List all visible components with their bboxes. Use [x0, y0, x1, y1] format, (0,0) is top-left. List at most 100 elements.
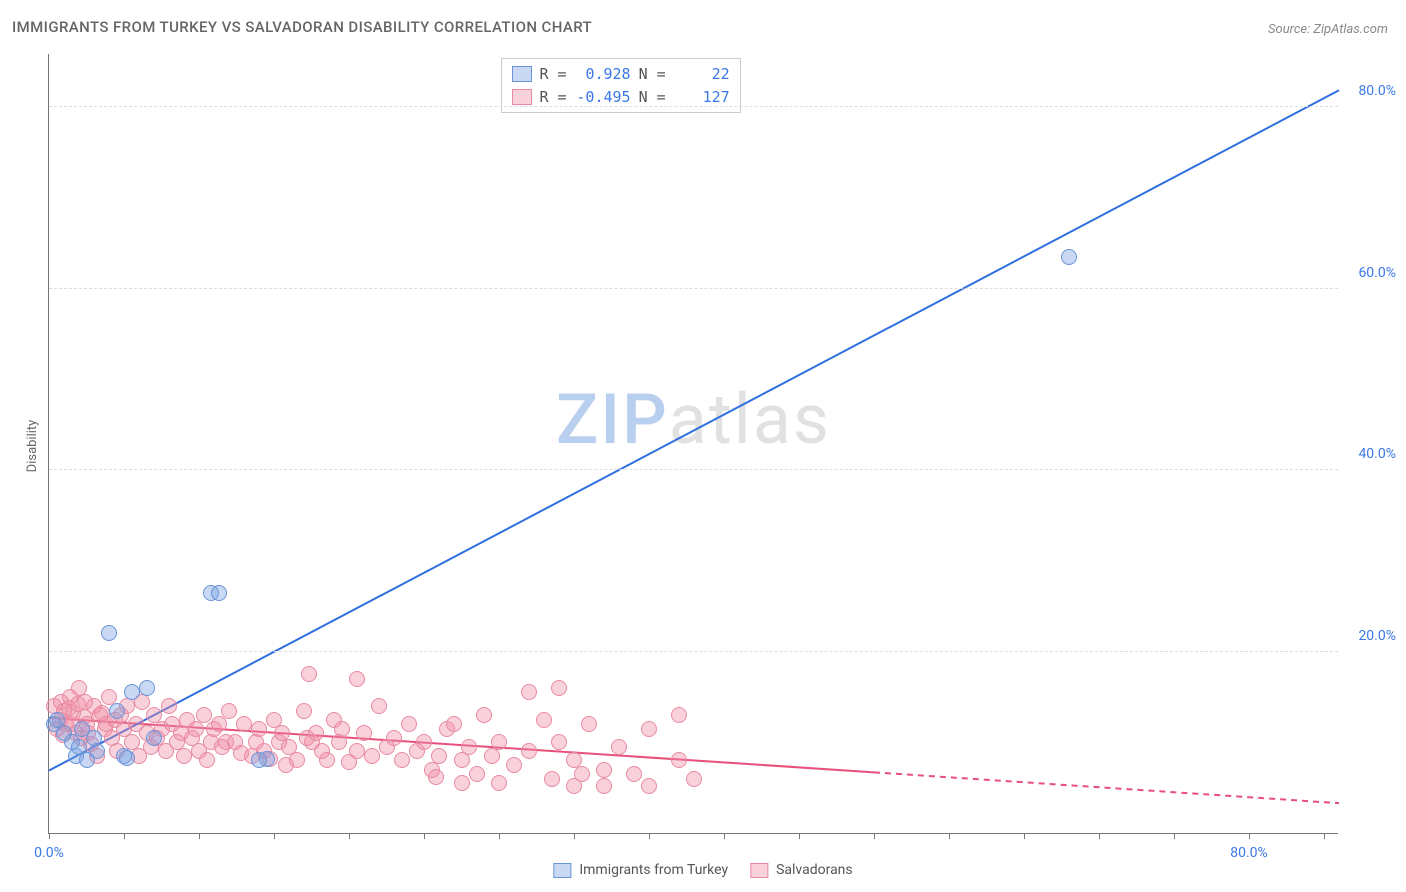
turkey-point [109, 703, 125, 719]
salvadorans-point [536, 712, 552, 728]
chart-title: IMMIGRANTS FROM TURKEY VS SALVADORAN DIS… [12, 18, 592, 36]
salvadorans-point [544, 771, 560, 787]
y-tick-label: 80.0% [1358, 83, 1396, 99]
gridline [49, 469, 1338, 470]
salvadorans-point [334, 721, 350, 737]
salvadorans-point [686, 771, 702, 787]
x-tick [1324, 833, 1325, 839]
salvadorans-point [394, 752, 410, 768]
y-axis-label: Disability [25, 420, 40, 473]
x-tick [649, 833, 650, 839]
salvadorans-point [611, 739, 627, 755]
legend-item-turkey: Immigrants from Turkey [553, 862, 728, 878]
n-value: 127 [674, 86, 730, 109]
x-tick [124, 833, 125, 839]
watermark-light: atlas [669, 379, 831, 461]
swatch [750, 863, 768, 878]
salvadorans-point [319, 752, 335, 768]
gridline [49, 651, 1338, 652]
turkey-point [1061, 249, 1077, 265]
salvadorans-point [301, 666, 317, 682]
salvadorans-point [491, 734, 507, 750]
x-tick [424, 833, 425, 839]
salvadorans-point [289, 752, 305, 768]
legend-label: Immigrants from Turkey [579, 862, 728, 878]
r-value: -0.495 [575, 86, 631, 109]
turkey-point [89, 743, 105, 759]
salvadorans-point [161, 698, 177, 714]
series-legend: Immigrants from Turkey Salvadorans [553, 862, 852, 878]
x-tick-label: 80.0% [1230, 845, 1268, 861]
source-label: Source: ZipAtlas.com [1268, 22, 1388, 37]
salvadorans-point [521, 684, 537, 700]
watermark-strong: ZIP [556, 379, 669, 461]
watermark: ZIPatlas [556, 379, 831, 461]
r-value: 0.928 [575, 63, 631, 86]
y-tick-label: 20.0% [1358, 628, 1396, 644]
salvadorans-point [454, 752, 470, 768]
legend-label: Salvadorans [776, 862, 853, 878]
salvadorans-point [484, 748, 500, 764]
salvadorans-point [196, 707, 212, 723]
salvadorans-point [431, 748, 447, 764]
x-tick [874, 833, 875, 839]
salvadorans-point [308, 725, 324, 741]
salvadorans-point [416, 734, 432, 750]
salvadorans-point [176, 748, 192, 764]
n-label: N = [639, 63, 666, 86]
salvadorans-point [551, 734, 567, 750]
salvadorans-point [236, 716, 252, 732]
turkey-point [119, 750, 135, 766]
x-tick [949, 833, 950, 839]
salvadorans-point [221, 703, 237, 719]
salvadorans-point [428, 769, 444, 785]
salvadorans-point [364, 748, 380, 764]
salvadorans-point [521, 743, 537, 759]
salvadorans-point [581, 716, 597, 732]
salvadorans-point [551, 680, 567, 696]
swatch [512, 66, 532, 82]
x-tick [724, 833, 725, 839]
salvadorans-point [371, 698, 387, 714]
x-tick [799, 833, 800, 839]
stats-legend: R = 0.928 N = 22R = -0.495 N = 127 [501, 58, 741, 113]
stats-row-turkey: R = 0.928 N = 22 [512, 63, 730, 86]
salvadorans-point [469, 766, 485, 782]
salvadorans-point [386, 730, 402, 746]
salvadorans-point [188, 721, 204, 737]
x-tick [1024, 833, 1025, 839]
salvadorans-point [491, 775, 507, 791]
x-tick [1249, 833, 1250, 839]
turkey-point [124, 684, 140, 700]
swatch [553, 863, 571, 878]
salvadorans-point [671, 707, 687, 723]
y-tick-label: 40.0% [1358, 446, 1396, 462]
salvadorans-point [199, 752, 215, 768]
x-tick [349, 833, 350, 839]
x-tick [1099, 833, 1100, 839]
salvadorans-point [506, 757, 522, 773]
plot-area: ZIPatlas R =0.928N =22R =-0.495N =127 20… [48, 54, 1338, 834]
salvadorans-point [251, 721, 267, 737]
salvadorans-point [626, 766, 642, 782]
turkey-point [259, 751, 275, 767]
n-value: 22 [674, 63, 730, 86]
salvadorans-point [356, 725, 372, 741]
gridline [49, 106, 1338, 107]
legend-item-salvadorans: Salvadorans [750, 862, 853, 878]
x-tick [199, 833, 200, 839]
gridline [49, 288, 1338, 289]
x-tick-label: 0.0% [34, 845, 64, 861]
x-tick [499, 833, 500, 839]
salvadorans-point [461, 739, 477, 755]
n-label: N = [639, 86, 666, 109]
turkey-point [139, 680, 155, 696]
turkey-point [146, 730, 162, 746]
salvadorans-point [641, 778, 657, 794]
turkey-point [101, 625, 117, 641]
salvadorans-point [596, 778, 612, 794]
y-tick-label: 60.0% [1358, 265, 1396, 281]
r-label: R = [540, 63, 567, 86]
x-tick [1174, 833, 1175, 839]
salvadorans-point [349, 743, 365, 759]
